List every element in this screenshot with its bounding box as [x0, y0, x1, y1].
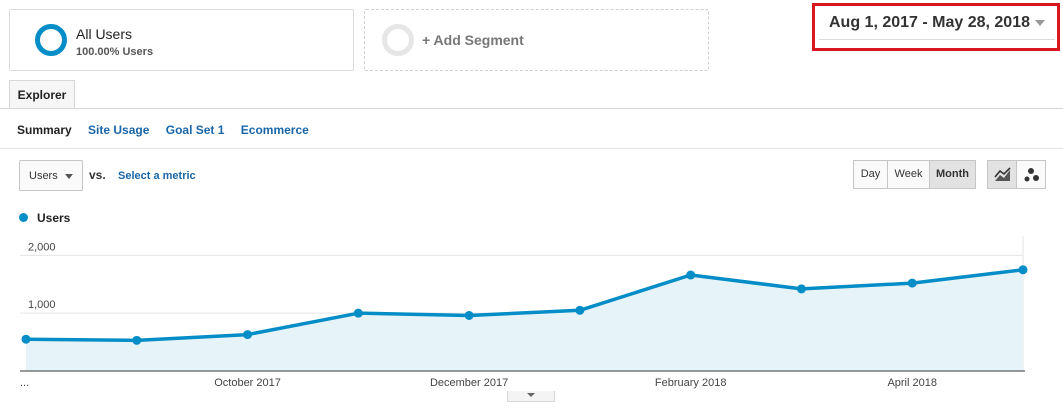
day-button[interactable]: Day [853, 160, 888, 189]
subnav-summary[interactable]: Summary [17, 123, 72, 137]
x-tick-label: ... [20, 377, 29, 389]
segment-subtitle: 100.00% Users [76, 46, 154, 58]
caret-down-icon [1035, 20, 1045, 26]
vs-label: vs. [89, 168, 106, 182]
subnav-goal-set-1[interactable]: Goal Set 1 [165, 123, 225, 137]
data-point [1018, 265, 1028, 275]
add-segment-button[interactable]: + Add Segment [364, 9, 709, 71]
legend-label: Users [37, 211, 71, 225]
metric-dropdown-value: Users [29, 170, 58, 182]
data-point [132, 335, 142, 345]
data-point [796, 284, 806, 294]
date-range-picker[interactable]: Aug 1, 2017 - May 28, 2018 [819, 10, 1055, 40]
tab-divider [0, 108, 1063, 109]
chart-expand-handle[interactable] [507, 391, 555, 402]
data-point [686, 270, 696, 280]
y-tick-label: 2,000 [28, 241, 56, 253]
tab-explorer[interactable]: Explorer [9, 80, 75, 109]
x-tick-label: February 2018 [655, 377, 727, 389]
x-tick-label: October 2017 [214, 377, 281, 389]
data-point [464, 310, 474, 320]
x-tick-label: April 2018 [887, 377, 937, 389]
metric-dropdown[interactable]: Users [19, 160, 83, 191]
users-series-line [25, 268, 1024, 343]
subnav-divider [0, 148, 1063, 149]
data-point [243, 330, 253, 340]
users-line-chart: 1,000 2,000... October 2017 December 2017 Fe… [20, 236, 1028, 389]
caret-down-icon [65, 174, 73, 179]
date-range-highlight [812, 3, 1060, 51]
legend-marker [19, 213, 28, 222]
segment-ring-icon [35, 24, 67, 56]
users-area [26, 269, 1023, 371]
report-subnav: Summary Site Usage Goal Set 1 Ecommerce [17, 123, 322, 137]
date-range-label: Aug 1, 2017 - May 28, 2018 [829, 14, 1030, 31]
subnav-site-usage[interactable]: Site Usage [88, 123, 150, 137]
y-tick-label: 1,000 [28, 299, 56, 311]
empty-segment-ring-icon [382, 24, 414, 56]
motion-chart-view-button[interactable] [1016, 160, 1046, 189]
data-point [21, 334, 31, 344]
segment-title: All Users [76, 26, 133, 42]
line-chart-icon [994, 167, 1011, 181]
add-segment-label: + Add Segment [422, 32, 524, 48]
segment-all-users[interactable]: All Users 100.00% Users [9, 9, 354, 71]
week-button[interactable]: Week [887, 160, 930, 189]
month-button[interactable]: Month [929, 160, 976, 189]
data-point [575, 305, 585, 315]
motion-chart-icon [1024, 168, 1039, 182]
select-metric-link[interactable]: Select a metric [118, 170, 196, 182]
data-point [907, 278, 917, 288]
line-chart-view-button[interactable] [987, 160, 1017, 189]
data-point [353, 308, 363, 318]
x-tick-label: December 2017 [430, 377, 508, 389]
subnav-ecommerce[interactable]: Ecommerce [240, 123, 309, 137]
